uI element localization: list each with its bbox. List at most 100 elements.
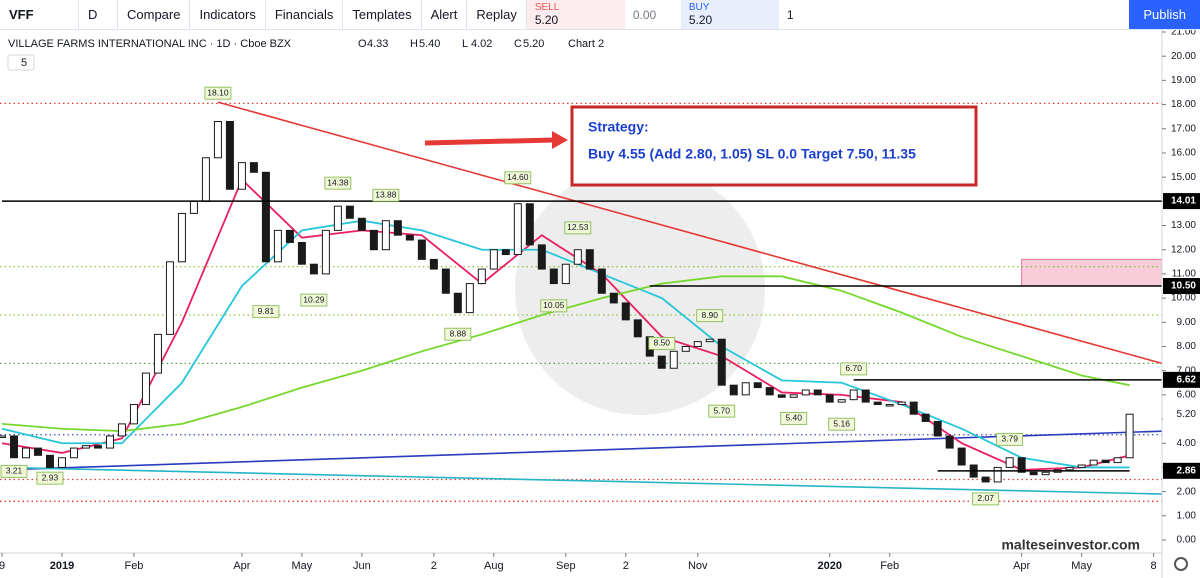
indicator-toggle[interactable] (7, 54, 35, 71)
candle (453, 292, 462, 314)
chart-title: VILLAGE FARMS INTERNATIONAL INC · 1D · C… (8, 38, 292, 50)
candle (369, 229, 378, 251)
front-layer: 18.10 14.38 13.88 14.60 12.53 8.90 6.70 3.79 3.2… (0, 86, 1162, 506)
candle (345, 205, 354, 219)
candle (873, 401, 882, 406)
candle (621, 302, 630, 321)
x-tick-label: 2019 (50, 560, 74, 572)
candle (1017, 457, 1026, 473)
x-tick-label: Apr (233, 560, 250, 572)
x-tick-label: Nov (688, 560, 708, 572)
publish-button[interactable]: Publish (1129, 0, 1200, 29)
high-marker (996, 432, 1024, 446)
watermark: malteseinvestor.com (1001, 537, 1140, 553)
button[interactable]: Replay (467, 0, 527, 29)
candle (825, 394, 834, 403)
high-label: 14.38 (327, 177, 349, 187)
low-label: 2.07 (977, 493, 994, 503)
ohlc-key: O (358, 38, 367, 50)
low-marker (648, 336, 676, 350)
level-label: 2.86 (1177, 465, 1197, 476)
candle (297, 241, 306, 265)
candle (321, 229, 330, 275)
buy-button[interactable]: BUY 5.20 (680, 0, 779, 29)
low-label: 5.16 (833, 418, 850, 428)
candle (9, 435, 18, 459)
low-marker (0, 464, 28, 478)
candle (1077, 464, 1086, 468)
candle (573, 249, 582, 265)
candle (729, 384, 738, 396)
candle (1065, 466, 1074, 471)
low-label: 2.93 (42, 472, 59, 482)
candle (657, 355, 666, 369)
candle (285, 229, 294, 243)
level-label-bg (1163, 278, 1200, 294)
x-tick-label: Sep (556, 560, 576, 572)
candle (213, 121, 222, 159)
candle (1101, 459, 1110, 464)
high-label: 13.88 (375, 189, 397, 199)
back-layer (0, 101, 1163, 502)
y-tick-label: 17.00 (1171, 123, 1196, 134)
button[interactable]: Compare (118, 0, 191, 29)
y-tick-label: 18.00 (1171, 99, 1196, 110)
candle (849, 389, 858, 401)
strategy-box (570, 105, 978, 187)
low-label: 10.05 (543, 300, 565, 310)
button[interactable]: Financials (266, 0, 344, 29)
candle (69, 447, 78, 459)
candle (1041, 471, 1050, 476)
x-tick-label: 2020 (817, 560, 841, 572)
candle (165, 261, 174, 335)
candle (141, 372, 150, 406)
candle (789, 394, 798, 398)
candle (897, 401, 906, 406)
indicator-count: 5 (21, 57, 27, 69)
candle (753, 382, 762, 389)
button[interactable]: Alert (422, 0, 468, 29)
high-marker (504, 171, 532, 185)
moving-average (1, 219, 1130, 469)
x-tick-label: May (292, 560, 313, 572)
candle (1029, 471, 1038, 476)
candle (741, 382, 750, 396)
low-label: 9.81 (258, 306, 275, 316)
level-label: 6.62 (1177, 374, 1197, 385)
candle (393, 220, 402, 236)
candle (1005, 457, 1014, 468)
quantity[interactable]: 1 (786, 7, 794, 22)
arrow (424, 137, 556, 146)
interval[interactable]: D (79, 0, 118, 29)
candle (885, 404, 894, 407)
x-tick-label: 9 (0, 560, 5, 572)
moving-average (1, 275, 1130, 433)
candle (33, 447, 42, 456)
candle (273, 229, 282, 263)
spread: 0.00 (632, 7, 657, 22)
button[interactable]: Indicators (190, 0, 266, 29)
y-tick-label: 21.00 (1171, 27, 1196, 38)
sell-price: 5.20 (534, 13, 559, 27)
low-marker (828, 417, 856, 431)
x-tick-label: Aug (484, 560, 504, 572)
candle (201, 157, 210, 202)
symbol[interactable]: VFF (0, 0, 79, 29)
candle (525, 203, 534, 246)
candle (261, 171, 270, 263)
sell-label: SELL (534, 2, 560, 13)
y-tick-label: 15.00 (1171, 172, 1196, 183)
candle (561, 263, 570, 285)
candle (81, 445, 90, 449)
candle (993, 466, 1002, 483)
settings-icon[interactable] (1174, 557, 1188, 571)
y-tick-label: 13.00 (1171, 220, 1196, 231)
high-marker (204, 86, 232, 100)
high-label: 8.90 (701, 310, 718, 320)
button[interactable]: Templates (343, 0, 422, 29)
low-marker (300, 293, 328, 307)
candle (1113, 457, 1122, 464)
sell-button[interactable]: SELL 5.20 (526, 0, 625, 29)
